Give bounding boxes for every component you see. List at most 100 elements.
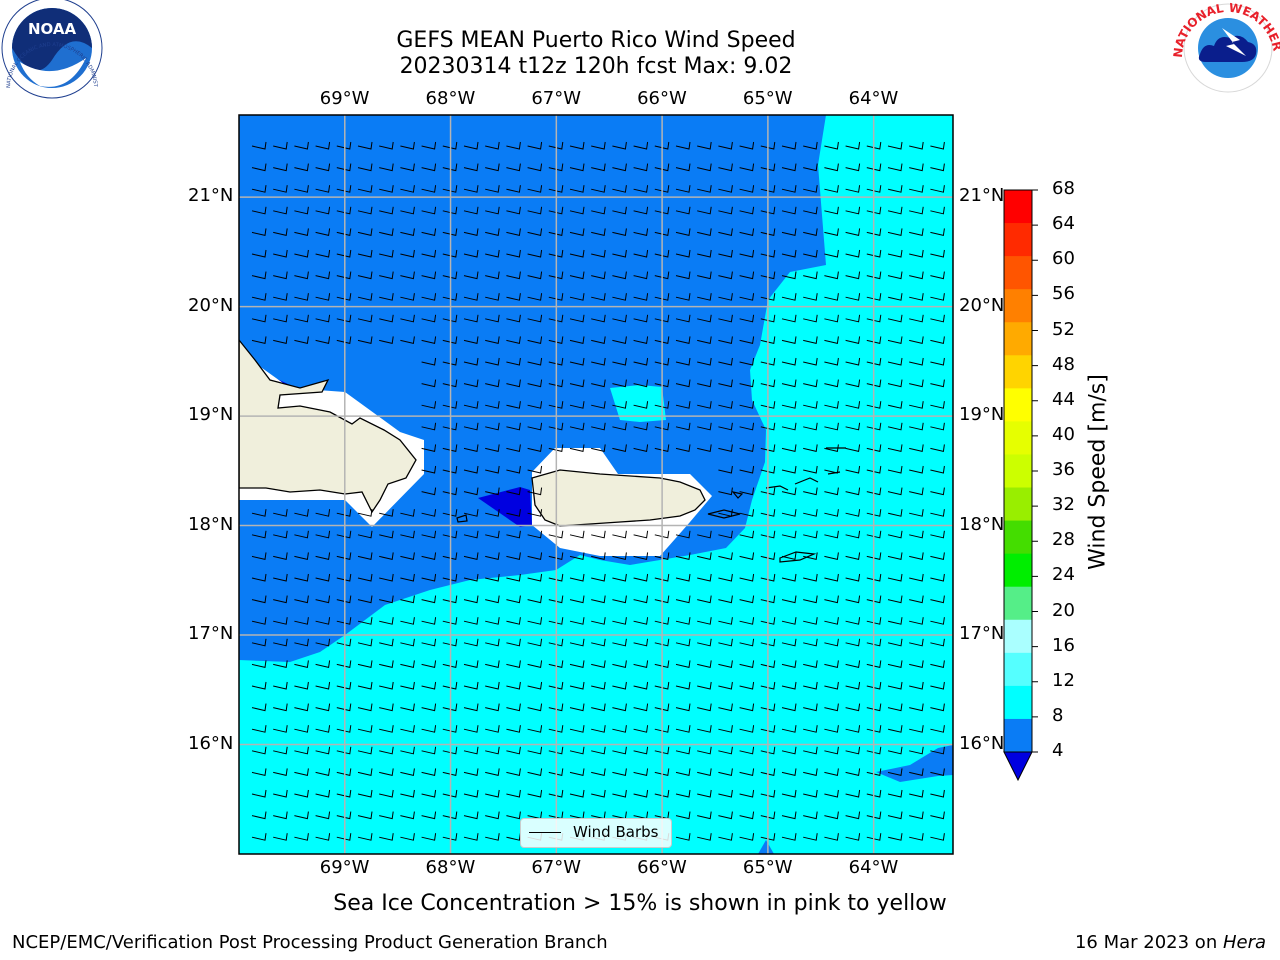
wind-barb (400, 530, 415, 539)
wind-barb (909, 314, 924, 323)
wind-barb (591, 530, 606, 539)
wind-barb (824, 357, 839, 366)
wind-barb (760, 746, 776, 755)
wind-barb (569, 573, 585, 582)
wind-barb (887, 401, 903, 409)
wind-barb (845, 660, 861, 669)
wind-barb (739, 530, 755, 539)
wind-barb (718, 509, 733, 517)
wind-barb (527, 768, 543, 777)
wind-barb (612, 293, 627, 301)
wind-barb (463, 422, 479, 431)
wind-barb (336, 163, 352, 172)
wind-barb (485, 379, 500, 388)
wind-barb (633, 573, 649, 582)
wind-barb (251, 833, 267, 841)
wind-barb (781, 422, 797, 431)
wind-barb (485, 638, 500, 647)
wind-barb (739, 379, 755, 388)
wind-barb (887, 163, 903, 172)
wind-barb (421, 638, 437, 647)
wind-barb (527, 681, 543, 690)
wind-barb (803, 379, 818, 388)
colorbar-tick-label-48: 48 (1052, 353, 1075, 375)
wind-barb (421, 465, 437, 474)
wind-barb (675, 293, 691, 301)
wind-barb (887, 660, 903, 669)
wind-barb (336, 573, 352, 582)
lon-label-top-3: 66°W (637, 88, 687, 109)
wind-barb (824, 617, 839, 625)
lat-label-right-4: 17°N (959, 623, 1005, 645)
wind-barb (569, 768, 585, 777)
wind-barb (887, 833, 903, 841)
wind-barb (633, 617, 649, 625)
wind-barb (803, 617, 818, 625)
wind-barb (485, 228, 500, 237)
wind-barb (485, 746, 500, 755)
wind-barb (866, 681, 882, 690)
wind-barb (781, 681, 797, 690)
wind-barb (781, 573, 797, 582)
wind-barb (760, 336, 776, 345)
wind-barb (887, 746, 903, 755)
wind-barb (569, 336, 585, 345)
colorbar (1003, 189, 1038, 782)
wind-barb (675, 746, 691, 755)
wind-barb (612, 573, 627, 582)
wind-barb (866, 206, 882, 215)
wind-barb (357, 206, 373, 215)
colorbar-segment (1004, 289, 1032, 323)
wind-barb (506, 163, 521, 172)
wind-barb (251, 660, 267, 669)
wind-barb (675, 789, 691, 798)
wind-barb (485, 660, 500, 669)
wind-barb (675, 314, 691, 323)
wind-barb (718, 638, 733, 647)
wind-barb (718, 379, 733, 388)
wind-barb (739, 833, 755, 841)
wind-barb (548, 768, 564, 777)
wind-barb (654, 703, 670, 712)
wind-barb (803, 293, 818, 301)
wind-barb (803, 573, 818, 582)
wind-barb (930, 638, 945, 647)
wind-barb (379, 833, 394, 841)
wind-barb (718, 595, 733, 604)
wind-barb (718, 725, 733, 733)
wind-barb (463, 530, 479, 539)
wind-barb (485, 465, 500, 474)
map-frame (238, 114, 954, 855)
wind-barb (357, 228, 373, 237)
wind-barb (633, 185, 649, 193)
wind-barb (697, 228, 712, 237)
wind-barb (569, 617, 585, 625)
wind-barb (887, 768, 903, 777)
wind-barb (654, 249, 670, 258)
wind-barb (527, 552, 543, 561)
wind-barb (633, 314, 649, 323)
wind-barb (506, 401, 521, 409)
wind-barb (930, 703, 945, 712)
wind-barb (866, 530, 882, 539)
wind-barb (781, 552, 797, 561)
wind-barb (887, 509, 903, 517)
colorbar-segment (1004, 520, 1032, 555)
wind-barb (866, 768, 882, 777)
wind-barb (845, 185, 861, 193)
wind-barb (697, 552, 712, 561)
wind-barb (633, 768, 649, 777)
wind-barb (442, 595, 458, 604)
wind-barb (760, 185, 776, 193)
wind-barb (591, 789, 606, 798)
wind-barb (400, 725, 415, 733)
wind-barb (930, 444, 945, 453)
wind-barb (421, 401, 437, 409)
wind-barb (824, 444, 839, 453)
wind-barb (506, 530, 521, 539)
wind-barb (315, 206, 331, 215)
wind-barb (845, 379, 861, 388)
wind-barb (633, 595, 649, 604)
wind-barb (824, 228, 839, 237)
